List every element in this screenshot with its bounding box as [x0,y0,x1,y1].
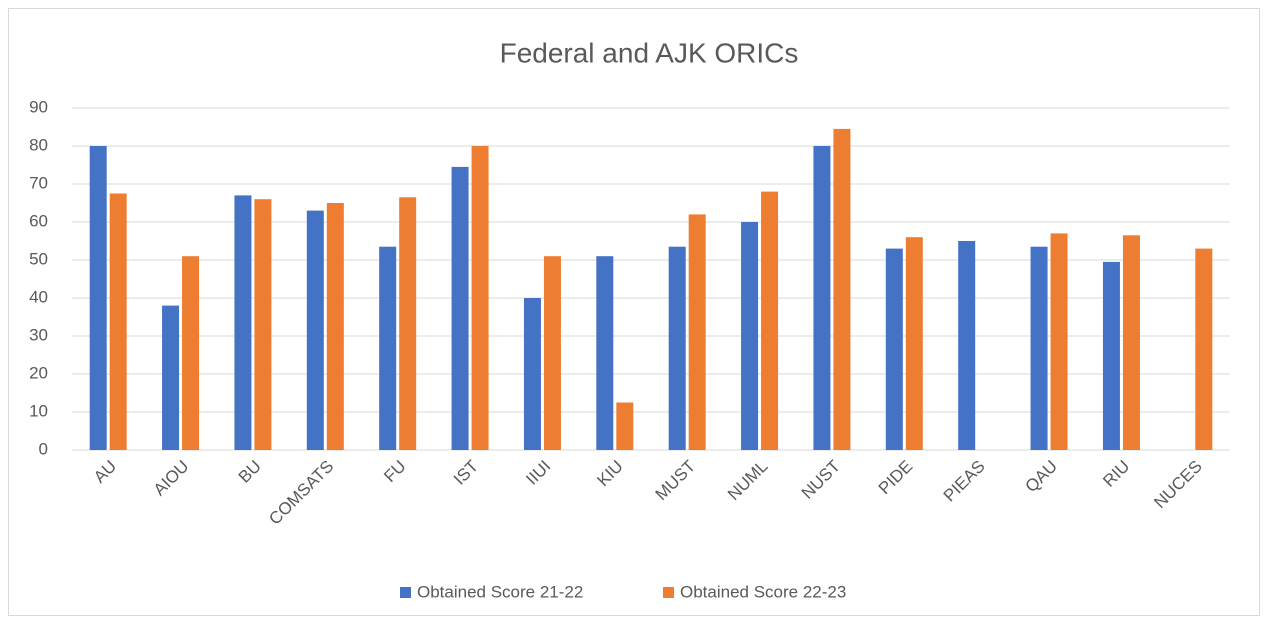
bar [89,146,107,450]
y-tick-label: 70 [29,173,48,192]
y-tick-label: 10 [29,401,48,420]
bar [1030,246,1048,450]
bar [254,199,272,450]
bar [958,241,976,450]
bar [543,256,561,450]
y-tick-label: 80 [29,135,48,154]
y-tick-label: 50 [29,249,48,268]
bar [471,146,489,450]
legend-label: Obtained Score 21-22 [417,582,583,601]
bar [162,305,180,450]
y-tick-label: 90 [29,97,48,116]
y-tick-label: 40 [29,287,48,306]
bar [234,195,252,450]
legend-label: Obtained Score 22-23 [680,582,846,601]
bar [1122,235,1140,450]
bar [451,166,469,450]
bar [761,191,779,450]
bar [326,203,344,450]
bar [109,193,127,450]
bar [1195,248,1213,450]
chart-title: Federal and AJK ORICs [500,37,799,68]
bar [1102,261,1120,450]
bar [688,214,706,450]
bar [905,237,923,450]
bar [885,248,903,450]
bar [741,222,759,450]
y-tick-label: 0 [39,439,48,458]
y-tick-label: 60 [29,211,48,230]
bar [813,146,831,450]
bar [182,256,200,450]
bar [523,298,541,450]
y-tick-label: 20 [29,363,48,382]
bar [616,402,634,450]
bar [833,128,851,450]
bar [306,210,324,450]
y-tick-label: 30 [29,325,48,344]
bar [1050,233,1068,450]
bar [596,256,614,450]
bar [379,246,397,450]
bar [399,197,417,450]
legend-swatch [400,587,411,598]
bar [668,246,686,450]
legend-swatch [663,587,674,598]
